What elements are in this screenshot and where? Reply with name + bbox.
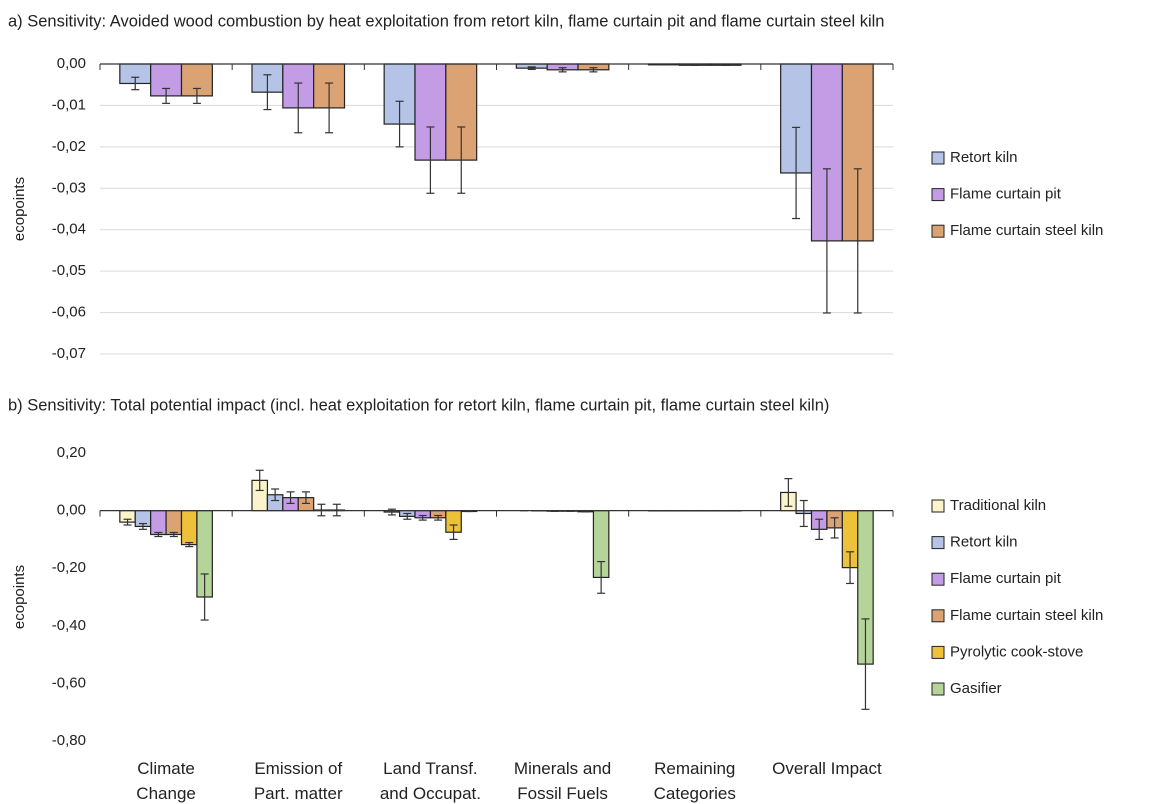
error-bar bbox=[185, 541, 194, 548]
bar bbox=[180, 510, 198, 546]
error-bar bbox=[830, 517, 839, 539]
legend-label: Gasifier bbox=[950, 680, 1002, 697]
y-tick-label: -0,20 bbox=[52, 559, 86, 576]
bar bbox=[165, 510, 183, 536]
legend-swatch bbox=[931, 609, 945, 623]
legend-swatch bbox=[931, 151, 945, 165]
error-bar bbox=[325, 82, 334, 134]
y-tick-label: -0,01 bbox=[52, 96, 86, 113]
y-tick-label: -0,05 bbox=[52, 262, 86, 279]
x-tick-label: Climate Change bbox=[136, 759, 196, 803]
error-bar bbox=[853, 168, 862, 314]
y-tick-label: -0,60 bbox=[52, 674, 86, 691]
x-tick-label: Overall Impact bbox=[772, 759, 882, 778]
error-bar bbox=[403, 512, 412, 520]
legend-swatch bbox=[931, 682, 945, 696]
bar bbox=[150, 510, 167, 536]
legend-swatch bbox=[931, 572, 945, 586]
y-tick-label: -0,06 bbox=[52, 304, 86, 321]
error-bar bbox=[527, 66, 536, 70]
x-tick-label: Minerals and Fossil Fuels bbox=[513, 759, 612, 803]
y-tick-label: -0,40 bbox=[52, 617, 86, 634]
y-tick-label: -0,07 bbox=[52, 345, 86, 362]
error-bar bbox=[792, 126, 801, 220]
legend-label: Flame curtain pit bbox=[950, 570, 1062, 587]
y-axis-label: ecopoints bbox=[11, 177, 28, 241]
error-bar bbox=[138, 522, 147, 530]
legend-label: Flame curtain steel kiln bbox=[950, 222, 1103, 239]
legend-swatch bbox=[931, 536, 945, 550]
error-bar bbox=[294, 82, 303, 134]
y-axis-label: ecopoints bbox=[11, 565, 28, 629]
error-bar bbox=[558, 67, 567, 73]
x-tick-label: Remaining Categories bbox=[653, 759, 736, 803]
error-bar bbox=[255, 469, 264, 492]
error-bar bbox=[457, 126, 466, 194]
legend-label: Flame curtain steel kiln bbox=[950, 607, 1103, 624]
error-bar bbox=[395, 100, 404, 148]
error-bar bbox=[286, 491, 295, 504]
error-bar bbox=[426, 126, 435, 194]
error-bar bbox=[162, 87, 171, 104]
x-tick-label: Land Transf. and Occupat. bbox=[379, 759, 481, 803]
error-bar bbox=[597, 560, 606, 594]
legend-swatch bbox=[931, 188, 945, 202]
error-bar bbox=[263, 74, 272, 111]
y-tick-label: -0,02 bbox=[52, 138, 86, 155]
error-bar bbox=[169, 531, 178, 538]
error-bar bbox=[784, 478, 793, 507]
error-bar bbox=[815, 518, 824, 541]
error-bar bbox=[123, 518, 132, 526]
error-bar bbox=[589, 67, 598, 73]
y-tick-label: 0,00 bbox=[57, 502, 86, 519]
y-tick-label: -0,80 bbox=[52, 732, 86, 749]
chart-title: b) Sensitivity: Total potential impact (… bbox=[8, 396, 829, 414]
error-bar bbox=[131, 76, 140, 91]
y-tick-label: -0,03 bbox=[52, 179, 86, 196]
error-bar bbox=[418, 514, 427, 521]
chart-title: a) Sensitivity: Avoided wood combustion … bbox=[8, 12, 884, 30]
y-tick-label: -0,04 bbox=[52, 221, 86, 238]
legend-label: Traditional kiln bbox=[950, 497, 1046, 514]
error-bar bbox=[192, 87, 201, 104]
error-bar bbox=[861, 618, 870, 710]
error-bar bbox=[154, 531, 163, 538]
error-bar bbox=[271, 488, 280, 502]
error-bar bbox=[301, 491, 310, 504]
error-bar bbox=[434, 514, 443, 521]
legend-swatch bbox=[931, 499, 945, 513]
legend-label: Retort kiln bbox=[950, 534, 1018, 551]
legend-label: Retort kiln bbox=[950, 149, 1018, 166]
error-bar bbox=[799, 499, 808, 528]
error-bar bbox=[200, 573, 209, 621]
error-bar bbox=[822, 168, 831, 314]
legend-label: Pyrolytic cook-stove bbox=[950, 643, 1083, 660]
y-tick-label: 0,00 bbox=[57, 55, 86, 72]
x-tick-label: Emission of Part. matter bbox=[253, 759, 343, 803]
legend-label: Flame curtain pit bbox=[950, 186, 1062, 203]
legend-swatch bbox=[931, 645, 945, 659]
error-bar bbox=[449, 524, 458, 541]
error-bar bbox=[846, 551, 855, 585]
y-tick-label: 0,20 bbox=[57, 444, 86, 461]
legend-swatch bbox=[931, 224, 945, 238]
